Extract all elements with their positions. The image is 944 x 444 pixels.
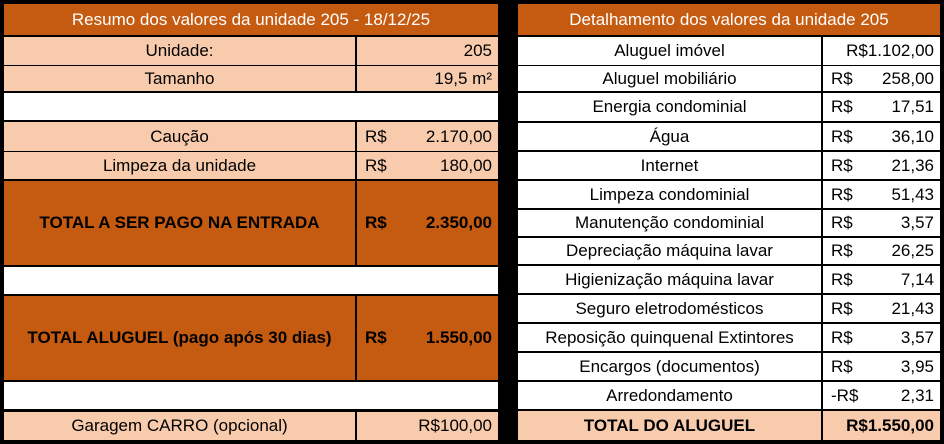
detail-row-value: 258,00 xyxy=(882,68,934,88)
detail-row-amount: R$1.102,00 xyxy=(823,37,940,65)
entry-total-value: 2.350,00 xyxy=(425,213,492,232)
cleaning-amount: R$ 180,00 xyxy=(357,152,498,179)
garage-value: R$100,00 xyxy=(357,412,498,440)
detail-row-value: 3,57 xyxy=(900,213,934,232)
spacer-row xyxy=(4,93,498,120)
detail-row-label: Depreciação máquina lavar xyxy=(518,238,821,264)
deposit-value: 2.170,00 xyxy=(425,126,492,146)
unit-label: Unidade: xyxy=(4,37,355,65)
currency-symbol: R$ xyxy=(831,269,853,289)
detail-row-label: Água xyxy=(518,123,821,150)
rent-total-amount: R$ 1.550,00 xyxy=(357,296,498,380)
detail-row-label: Aluguel mobiliário xyxy=(518,66,821,91)
detail-header: Detalhamento dos valores da unidade 205 xyxy=(518,4,940,35)
detail-row-value: 7,14 xyxy=(900,269,934,289)
currency-symbol: R$ xyxy=(831,97,853,116)
detail-row-label: Seguro eletrodomésticos xyxy=(518,295,821,322)
detail-row-label: Higienização máquina lavar xyxy=(518,266,821,293)
detail-row-amount: R$ 21,36 xyxy=(823,152,940,179)
detail-row-amount: R$ 7,14 xyxy=(823,266,940,293)
detail-row-value: 3,95 xyxy=(900,356,934,376)
detail-row-label: Internet xyxy=(518,152,821,179)
detail-row-value: 51,43 xyxy=(891,184,934,204)
rent-total-label: TOTAL ALUGUEL (pago após 30 dias) xyxy=(4,296,355,380)
currency-symbol: R$1.102,00 xyxy=(846,41,934,60)
detail-row-label: Manutenção condominial xyxy=(518,210,821,236)
deposit-label: Caução xyxy=(4,122,355,151)
currency-symbol: R$ xyxy=(831,213,853,232)
detail-row-label: Reposição quinquenal Extintores xyxy=(518,324,821,351)
detail-row-label: Limpeza condominial xyxy=(518,181,821,208)
deposit-amount: R$ 2.170,00 xyxy=(357,122,498,151)
currency-symbol: R$ xyxy=(365,155,387,175)
detail-row-value: 21,43 xyxy=(891,298,934,318)
unit-value: 205 xyxy=(357,37,498,65)
detail-row-value: 2,31 xyxy=(900,385,934,405)
currency-symbol: R$ xyxy=(831,327,853,347)
detail-row-label: Aluguel imóvel xyxy=(518,37,821,65)
detail-row-value: 21,36 xyxy=(891,155,934,175)
detail-row-label: Energia condominial xyxy=(518,93,821,121)
spacer-row xyxy=(4,382,498,409)
detail-row-amount: R$ 258,00 xyxy=(823,66,940,91)
rent-total-value: 1.550,00 xyxy=(425,328,492,347)
cleaning-value: 180,00 xyxy=(440,155,492,175)
size-label: Tamanho xyxy=(4,66,355,91)
currency-symbol: R$ xyxy=(831,155,853,175)
detail-row-amount: R$ 26,25 xyxy=(823,238,940,264)
rent-total-value: R$1.550,00 xyxy=(823,411,940,440)
detail-row-amount: R$ 51,43 xyxy=(823,181,940,208)
currency-symbol: R$ xyxy=(365,213,387,232)
currency-symbol: R$ xyxy=(365,126,387,146)
detail-row-value: 26,25 xyxy=(891,241,934,260)
currency-symbol: R$ xyxy=(831,126,853,146)
summary-header: Resumo dos valores da unidade 205 - 18/1… xyxy=(4,4,498,35)
detail-row-value: 17,51 xyxy=(891,97,934,116)
detail-row-amount: -R$ 2,31 xyxy=(823,382,940,409)
currency-symbol: R$ xyxy=(831,298,853,318)
detail-row-amount: R$ 17,51 xyxy=(823,93,940,121)
currency-symbol: R$ xyxy=(831,68,853,88)
currency-symbol: R$ xyxy=(365,328,387,347)
detail-row-amount: R$ 36,10 xyxy=(823,123,940,150)
currency-symbol: R$ xyxy=(831,184,853,204)
entry-total-amount: R$ 2.350,00 xyxy=(357,181,498,265)
detail-row-amount: R$ 3,57 xyxy=(823,210,940,236)
cleaning-label: Limpeza da unidade xyxy=(4,152,355,179)
detail-row-value: 36,10 xyxy=(891,126,934,146)
spacer-row xyxy=(4,267,498,294)
detail-row-amount: R$ 3,95 xyxy=(823,353,940,380)
currency-symbol: R$ xyxy=(831,241,853,260)
detail-row-value: 3,57 xyxy=(900,327,934,347)
size-value: 19,5 m² xyxy=(357,66,498,91)
detail-row-label: Encargos (documentos) xyxy=(518,353,821,380)
rent-total-label: TOTAL DO ALUGUEL xyxy=(518,411,821,440)
detail-row-label: Arredondamento xyxy=(518,382,821,409)
currency-symbol: R$ xyxy=(831,356,853,376)
garage-label: Garagem CARRO (opcional) xyxy=(4,412,355,440)
entry-total-label: TOTAL A SER PAGO NA ENTRADA xyxy=(4,181,355,265)
currency-symbol: -R$ xyxy=(831,385,859,405)
detail-row-amount: R$ 21,43 xyxy=(823,295,940,322)
detail-row-amount: R$ 3,57 xyxy=(823,324,940,351)
